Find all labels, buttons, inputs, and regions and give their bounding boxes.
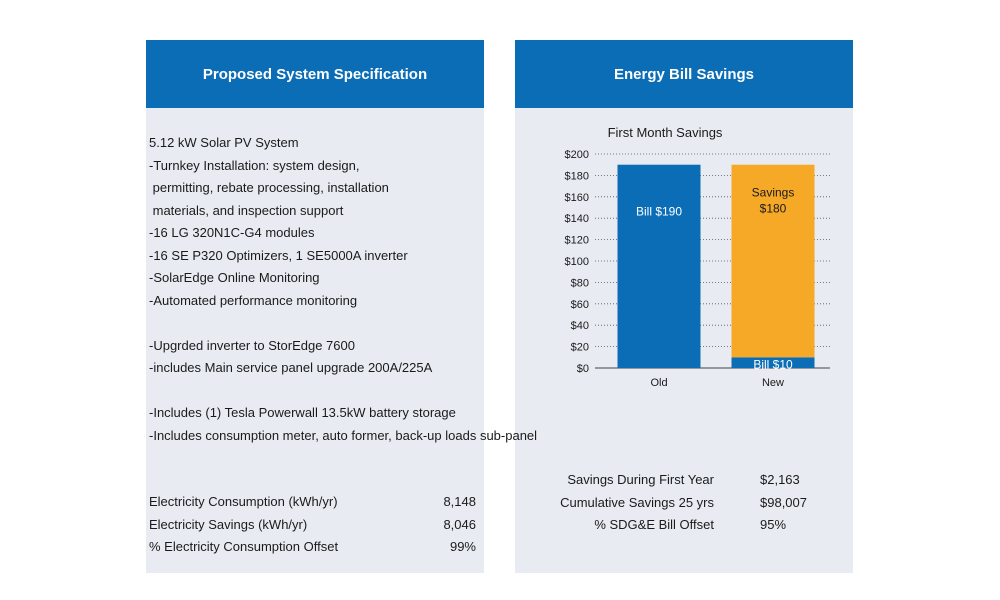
chart-title: First Month Savings	[608, 125, 723, 140]
x-tick-label: New	[762, 377, 784, 389]
stat-label: Cumulative Savings 25 yrs	[560, 494, 714, 510]
savings-header: Energy Bill Savings	[515, 40, 853, 108]
data-label: Savings	[752, 186, 795, 200]
stat-label: % SDG&E Bill Offset	[594, 517, 714, 532]
y-tick-label: $40	[571, 320, 589, 332]
chart-bars: Bill $190 Bill $10 Savings $180	[617, 164, 815, 371]
spec-line: -16 SE P320 Optimizers, 1 SE5000A invert…	[149, 247, 408, 263]
spec-line: -Upgrded inverter to StorEdge 7600	[149, 337, 355, 353]
stat-value: $98,007	[760, 494, 807, 510]
stat-value: 99%	[449, 539, 476, 554]
spec-line: -Turnkey Installation: system design,	[149, 157, 360, 173]
stat-label: % Electricity Consumption Offset	[149, 539, 339, 554]
spec-line: -SolarEdge Online Monitoring	[149, 270, 320, 285]
y-tick-label: $180	[565, 170, 589, 182]
y-tick-label: $100	[565, 256, 589, 268]
y-tick-label: $160	[565, 192, 589, 204]
bar-savings-new	[731, 164, 815, 358]
stat-label: Savings During First Year	[567, 472, 714, 487]
y-tick-label: $20	[571, 342, 589, 354]
spec-line: -includes Main service panel upgrade 200…	[149, 360, 433, 375]
stat-value: 95%	[760, 517, 787, 532]
spec-line: 5.12 kW Solar PV System	[149, 135, 299, 150]
stat-value: $2,163	[760, 472, 800, 487]
system-specification-panel: Proposed System Specification	[146, 40, 484, 573]
spec-line: permitting, rebate processing, installat…	[149, 180, 389, 195]
bar-bill-new	[731, 357, 815, 368]
stat-value: 8,148	[443, 494, 476, 509]
data-label: Bill $190	[636, 205, 682, 219]
spec-line: -16 LG 320N1C-G4 modules	[149, 225, 315, 240]
stat-value: 8,046	[443, 516, 476, 532]
first-month-savings-chart: First Month Savings $0 $20 $40 $60 $80 $100 $1…	[565, 125, 830, 389]
data-label: $180	[760, 202, 787, 216]
y-tick-label: $80	[571, 277, 589, 289]
bar-bill-old	[617, 164, 701, 368]
x-tick-label: Old	[650, 377, 667, 389]
spec-line: materials, and inspection support	[149, 202, 344, 218]
spec-line: -Automated performance monitoring	[149, 292, 358, 308]
y-tick-label: $140	[565, 213, 589, 225]
spec-line: -Includes consumption meter, auto former…	[149, 427, 538, 443]
y-tick-label: $0	[577, 363, 589, 375]
y-tick-label: $120	[565, 235, 589, 247]
x-axis-ticks: Old New	[650, 377, 784, 389]
spec-line: -Includes (1) Tesla Powerwall 13.5kW bat…	[149, 405, 456, 420]
specification-header: Proposed System Specification	[146, 40, 484, 108]
stat-label: Electricity Consumption (kWh/yr)	[149, 494, 338, 509]
y-tick-label: $200	[565, 149, 589, 161]
data-label: Bill $10	[753, 357, 793, 371]
y-axis-ticks: $0 $20 $40 $60 $80 $100 $120 $140 $160 $180 $200	[565, 149, 589, 375]
y-tick-label: $60	[571, 299, 589, 311]
stat-label: Electricity Savings (kWh/yr)	[149, 516, 308, 532]
